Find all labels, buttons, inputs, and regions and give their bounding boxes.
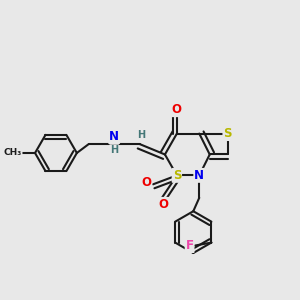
Text: CH₃: CH₃ xyxy=(4,148,22,158)
Text: O: O xyxy=(158,198,168,211)
Text: O: O xyxy=(141,176,152,189)
Text: O: O xyxy=(172,103,182,116)
Text: H: H xyxy=(110,145,118,155)
Text: H: H xyxy=(137,130,145,140)
Text: F: F xyxy=(186,239,194,252)
Text: N: N xyxy=(109,130,119,143)
Text: S: S xyxy=(224,127,232,140)
Text: S: S xyxy=(172,169,181,182)
Text: N: N xyxy=(194,169,204,182)
